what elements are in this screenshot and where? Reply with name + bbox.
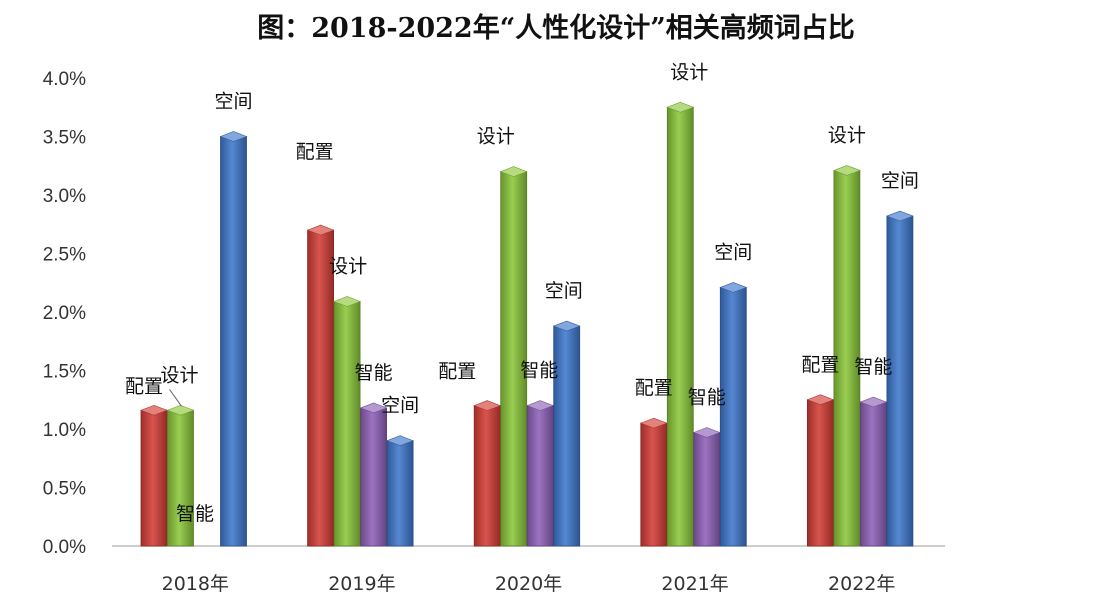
bar-cap bbox=[526, 400, 555, 411]
bar-cap bbox=[833, 165, 861, 176]
axis-layer: 0.0% 0.5% 1.0% 1.5% 2.0% 2.5% 3.0% 3.5% 4.0% 2018… bbox=[43, 69, 945, 595]
bar-配置-2019年 bbox=[307, 229, 335, 547]
bar-智能-2020年 bbox=[526, 405, 554, 547]
y-tick-label: 1.5% bbox=[43, 362, 86, 383]
y-tick-label: 0.0% bbox=[43, 537, 86, 558]
bar-cap bbox=[859, 396, 888, 408]
bar-设计-2018年 bbox=[167, 409, 194, 547]
bar-cap bbox=[499, 166, 528, 177]
data-label: 配置 bbox=[438, 361, 476, 383]
data-label: 智能 bbox=[854, 356, 892, 378]
bar-配置-2022年 bbox=[807, 399, 834, 547]
bar-cap bbox=[333, 296, 361, 307]
bar-配置-2018年 bbox=[140, 409, 168, 547]
bar-智能-2022年 bbox=[860, 401, 887, 547]
data-label: 设计 bbox=[477, 126, 515, 148]
bar-cap bbox=[639, 417, 668, 429]
data-label: 配置 bbox=[125, 375, 163, 397]
y-tick-label: 3.0% bbox=[43, 186, 86, 207]
bar-空间-2018年 bbox=[220, 136, 247, 547]
data-label: 设计 bbox=[670, 61, 708, 83]
x-tick-label: 2022年 bbox=[828, 573, 895, 595]
bar-智能-2021年 bbox=[693, 432, 721, 547]
data-label: 设计 bbox=[828, 124, 866, 146]
y-tick-label: 2.5% bbox=[43, 245, 86, 266]
data-label: 配置 bbox=[296, 141, 334, 163]
bar-空间-2019年 bbox=[386, 440, 414, 547]
bar-cap bbox=[806, 394, 835, 406]
x-tick-label: 2019年 bbox=[328, 573, 395, 595]
data-label: 空间 bbox=[214, 91, 252, 113]
data-label: 智能 bbox=[355, 362, 393, 384]
bar-cap bbox=[552, 320, 581, 332]
data-label: 空间 bbox=[545, 280, 583, 302]
data-label: 智能 bbox=[688, 387, 726, 409]
data-label: 空间 bbox=[881, 170, 919, 192]
leader-line bbox=[169, 388, 182, 407]
bar-配置-2021年 bbox=[640, 422, 668, 547]
data-label: 空间 bbox=[381, 395, 419, 417]
bar-cap bbox=[719, 282, 748, 293]
data-label: 配置 bbox=[635, 377, 673, 399]
bar-空间-2022年 bbox=[886, 215, 914, 547]
bar-cap bbox=[306, 224, 335, 236]
x-tick-label: 2018年 bbox=[162, 573, 229, 595]
data-label: 智能 bbox=[176, 503, 214, 525]
chart-title: 图：2018-2022年“人性化设计”相关高频词占比 bbox=[257, 13, 855, 44]
bar-设计-2021年 bbox=[666, 106, 694, 547]
bar-设计-2022年 bbox=[833, 170, 861, 547]
bar-cap bbox=[359, 402, 388, 414]
data-label: 配置 bbox=[801, 354, 839, 376]
y-tick-label: 1.0% bbox=[43, 420, 86, 441]
data-label: 设计 bbox=[160, 364, 198, 386]
x-tick-label: 2021年 bbox=[661, 573, 728, 595]
bar-智能-2019年 bbox=[360, 407, 388, 547]
data-label: 智能 bbox=[520, 360, 558, 382]
bar-设计-2020年 bbox=[500, 171, 528, 547]
bar-设计-2019年 bbox=[333, 301, 361, 547]
y-tick-label: 0.5% bbox=[43, 479, 86, 500]
bar-cap bbox=[219, 131, 248, 142]
bar-cap bbox=[473, 400, 502, 411]
bar-空间-2020年 bbox=[553, 325, 581, 547]
bar-cap bbox=[692, 427, 721, 438]
bar-cap bbox=[386, 435, 414, 447]
data-label: 空间 bbox=[714, 241, 752, 263]
bar-空间-2021年 bbox=[719, 287, 747, 547]
x-tick-label: 2020年 bbox=[495, 573, 562, 595]
bar-配置-2020年 bbox=[473, 405, 501, 547]
bars-layer bbox=[140, 101, 914, 547]
y-tick-label: 4.0% bbox=[43, 69, 86, 90]
bar-cap bbox=[886, 210, 914, 222]
data-label: 设计 bbox=[329, 255, 367, 277]
bar-cap bbox=[666, 101, 695, 113]
y-tick-label: 3.5% bbox=[43, 128, 86, 149]
bar-cap bbox=[166, 404, 195, 416]
y-tick-label: 2.0% bbox=[43, 303, 86, 324]
